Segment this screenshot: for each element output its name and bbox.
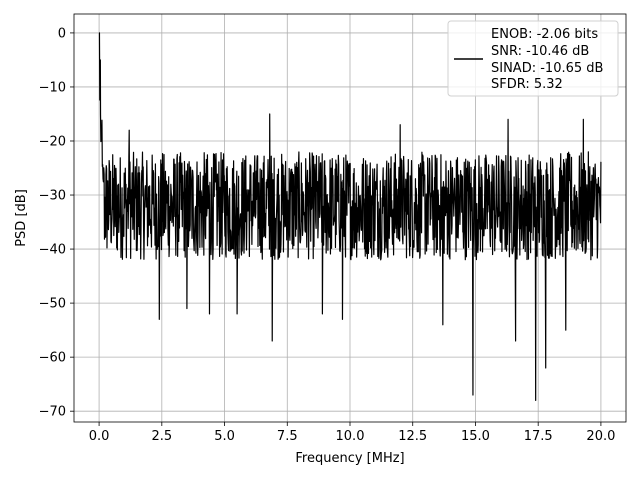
legend-sfdr: SFDR: 5.32 bbox=[491, 77, 563, 92]
legend-box bbox=[447, 20, 619, 97]
y-tick-label: −50 bbox=[39, 297, 66, 312]
x-axis-label: Frequency [MHz] bbox=[295, 451, 404, 466]
psd-series-line bbox=[98, 32, 602, 401]
legend-snr: SNR: -10.46 dB bbox=[491, 44, 589, 59]
x-tick-label: 5.0 bbox=[214, 429, 235, 444]
y-tick-label: −40 bbox=[39, 243, 66, 258]
legend: ENOB: -2.06 bits SNR: -10.46 dB SINAD: -… bbox=[447, 20, 619, 97]
x-tick-label: 7.5 bbox=[277, 429, 298, 444]
x-tick-label: 10.0 bbox=[336, 429, 365, 444]
series-layer bbox=[98, 32, 602, 401]
y-tick-label: −30 bbox=[39, 189, 66, 204]
y-tick-label: −70 bbox=[39, 405, 66, 420]
x-tick-label: 0.0 bbox=[89, 429, 110, 444]
x-tick-label: 17.5 bbox=[524, 429, 553, 444]
y-tick-label: −60 bbox=[39, 351, 66, 366]
legend-sinad: SINAD: -10.65 dB bbox=[491, 61, 603, 76]
x-axis-ticks: 0.0 2.5 5.0 7.5 10.0 12.5 15.0 17.5 20.0 bbox=[89, 422, 615, 444]
y-tick-label: −10 bbox=[39, 80, 66, 95]
x-tick-label: 2.5 bbox=[151, 429, 172, 444]
x-tick-label: 12.5 bbox=[398, 429, 427, 444]
y-axis-label: PSD [dB] bbox=[14, 189, 29, 247]
legend-enob: ENOB: -2.06 bits bbox=[491, 27, 598, 42]
y-axis-ticks: 0 −10 −20 −30 −40 −50 −60 −70 bbox=[39, 26, 74, 420]
y-tick-label: −20 bbox=[39, 134, 66, 149]
x-tick-label: 20.0 bbox=[586, 429, 615, 444]
x-tick-label: 15.0 bbox=[461, 429, 490, 444]
y-tick-label: 0 bbox=[58, 26, 66, 41]
